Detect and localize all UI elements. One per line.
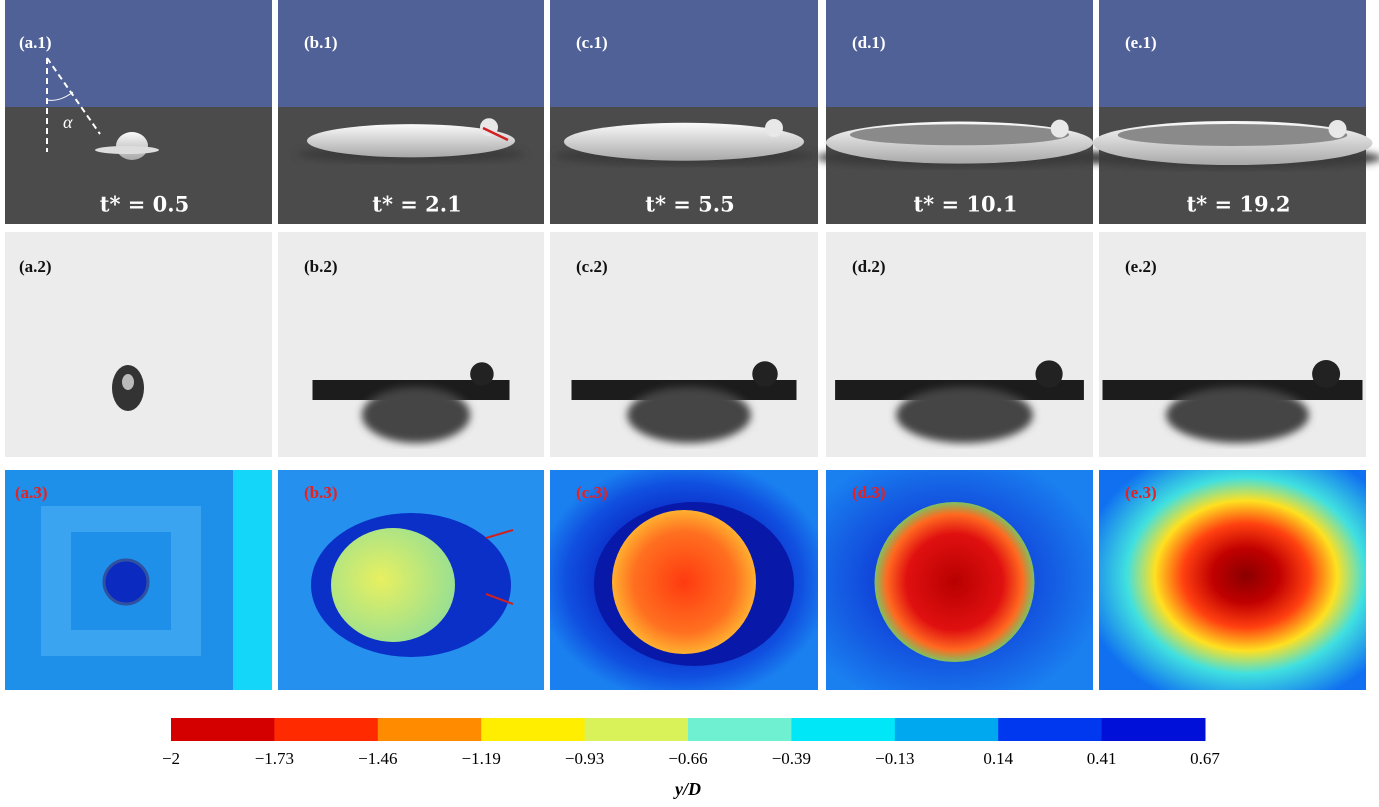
rim-bulge [752,361,778,387]
bulge [1051,120,1069,138]
colorbar-segment [171,718,275,741]
field-bg [1099,470,1366,690]
lamella-inner [850,124,1069,145]
figure: α (a.1) t* = 0.5 (a.2) (a.3) (b.1) t* = 2.1 (b.… [0,0,1379,807]
colorbar-label: y/D [673,779,701,799]
reflection [896,387,1033,443]
sky [826,0,1093,107]
colorbar-tick-label: −2 [162,749,180,768]
lamella-top [331,528,455,642]
panel-label: (d.2) [852,257,886,276]
sky [550,0,818,107]
panel-label: (c.2) [576,257,608,276]
reflection [627,387,751,443]
colorbar-segment [1102,718,1206,741]
panel-label: (a.3) [15,483,48,502]
bulge [1329,120,1347,138]
time-label: t* = 10.1 [913,192,1017,217]
droplet-top [104,560,148,604]
colorbar-segment [585,718,689,741]
droplet [116,132,148,160]
sky [278,0,544,107]
panel-label: (a.1) [19,33,52,52]
time-label: t* = 19.2 [1186,192,1290,217]
panel-label: (c.1) [576,33,608,52]
panel-label: (d.3) [852,483,886,502]
lamella-top [612,510,756,654]
colorbar-tick-label: −1.73 [255,749,294,768]
colorbar-tick-label: −1.46 [358,749,397,768]
colorbar-tick-label: −0.39 [772,749,811,768]
panel-label: (d.1) [852,33,886,52]
angle-label: α [63,112,73,132]
bulge [765,119,783,137]
panel-label: (a.2) [19,257,52,276]
panel-label: (b.3) [304,483,338,502]
panel-label: (e.3) [1125,483,1157,502]
colorbar-segment [688,718,792,741]
rim-bulge [470,362,494,386]
colorbar-tick-label: −1.19 [462,749,501,768]
colorbar-segment [998,718,1102,741]
sky [5,0,272,107]
colorbar-tick-label: 0.14 [983,749,1013,768]
lamella-inner [1118,124,1348,146]
colorbar-tick-label: −0.93 [565,749,604,768]
time-label: t* = 0.5 [100,192,189,217]
colorbar-tick-label: 0.67 [1190,749,1220,768]
colorbar-tick-label: −0.66 [668,749,707,768]
panel-label: (b.2) [304,257,338,276]
time-label: t* = 5.5 [645,192,734,217]
colorbar-segment [378,718,482,741]
colorbar-segment [274,718,378,741]
field-stripe [233,470,272,690]
panel-label: (c.3) [576,483,608,502]
colorbar-segment [481,718,585,741]
reflection [1166,387,1309,443]
reflection [362,387,470,443]
panel-label: (b.1) [304,33,338,52]
colorbar-segment [895,718,999,741]
colorbar-tick-label: 0.41 [1087,749,1117,768]
colorbar-segment [791,718,895,741]
colorbar-tick-label: −0.13 [875,749,914,768]
rim-bulge [1035,360,1062,387]
droplet-base [95,146,159,154]
sky [1099,0,1366,107]
panel-label: (e.1) [1125,33,1157,52]
time-label: t* = 2.1 [372,192,461,217]
rim-bulge [1312,360,1340,388]
panel-label: (e.2) [1125,257,1157,276]
droplet-hole [122,374,134,390]
lamella-top [875,502,1035,662]
